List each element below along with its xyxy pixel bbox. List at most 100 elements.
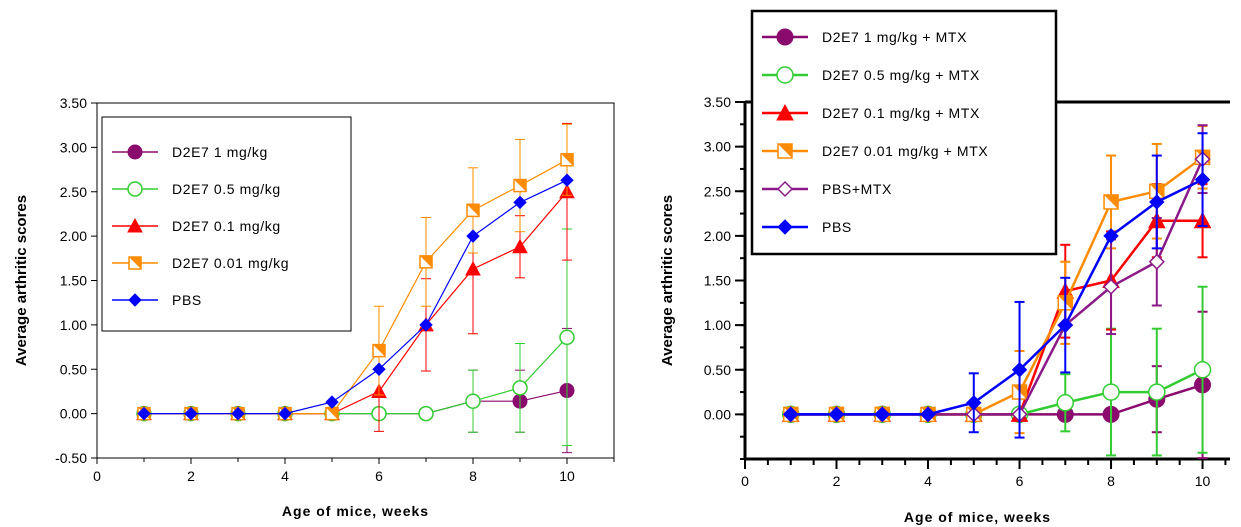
series-line [790, 178, 1204, 416]
data-point [465, 260, 481, 276]
legend-marker [776, 103, 794, 121]
data-point [560, 153, 574, 167]
legend-item: D2E7 0.01 mg/kg + MTX [762, 143, 988, 159]
legend-marker [127, 217, 143, 233]
legend-marker [128, 293, 142, 307]
chart-right: 0.00 0.50 1.00 1.50 2.00 2.50 3.00 3.50 0 2 4 6 8 10 A… [659, 9, 1230, 525]
x-axis-label: Age of mice, weeks [282, 503, 429, 519]
legend-label: PBS [172, 292, 202, 308]
data-point [1148, 253, 1165, 270]
legend-label: D2E7 1 mg/kg [172, 144, 268, 160]
data-point [559, 329, 575, 346]
y-tick-label: 0.50 [60, 361, 87, 377]
data-point [560, 173, 574, 187]
x-tick-label: 0 [93, 468, 101, 484]
y-tick-label: 2.00 [60, 228, 87, 244]
legend-item: PBS+MTX [762, 180, 892, 198]
y-tick-label: 2.50 [704, 183, 731, 199]
data-point [325, 395, 339, 409]
legend-box [750, 9, 1058, 256]
data-point [783, 406, 799, 423]
data-point [1102, 383, 1120, 401]
x-tick-label: 6 [1016, 473, 1024, 489]
x-tick-label: 2 [833, 473, 841, 489]
legend-label: D2E7 0.5 mg/kg [172, 181, 281, 197]
y-tick-label: 1.50 [60, 273, 87, 289]
y-tick-label: 3.50 [60, 95, 87, 111]
data-point [828, 406, 845, 423]
legend-item: PBS [762, 219, 852, 235]
data-point [1148, 383, 1166, 401]
data-point [1103, 194, 1119, 210]
data-point [1056, 394, 1075, 412]
x-tick-label: 0 [741, 473, 749, 489]
data-point [1194, 171, 1211, 188]
legend-marker [777, 219, 793, 235]
y-tick-label: 0.00 [60, 406, 87, 422]
data-point [466, 203, 480, 218]
data-point [1011, 362, 1028, 378]
legend-marker [777, 143, 793, 159]
data-point [1103, 228, 1119, 244]
legend-label: PBS+MTX [822, 181, 892, 197]
x-tick-label: 4 [281, 468, 289, 484]
data-point [874, 406, 890, 423]
legend-item: D2E7 0.5 mg/kg + MTX [762, 66, 980, 84]
x-axis-label: Age of mice, weeks [904, 509, 1051, 525]
legend-item: D2E7 0.1 mg/kg + MTX [762, 103, 980, 121]
legend-marker [776, 180, 794, 198]
series-line [790, 383, 1203, 416]
y-tick-label: 3.00 [60, 139, 87, 155]
legend-label: D2E7 0.1 mg/kg [172, 218, 281, 234]
legend-item: D2E7 0.01 mg/kg [112, 255, 289, 271]
data-point [231, 406, 245, 421]
series-2 [782, 285, 1212, 457]
y-tick-label: 3.00 [704, 139, 731, 155]
data-point [466, 229, 480, 243]
x-tick-label: 4 [924, 473, 932, 489]
data-point [1149, 194, 1165, 210]
legend-label: PBS [822, 219, 852, 235]
data-point [966, 395, 982, 411]
legend-marker [127, 144, 143, 160]
y-tick-label: 2.50 [60, 184, 87, 200]
y-tick-label: -0.50 [55, 450, 87, 466]
y-tick-label: 2.00 [704, 228, 731, 244]
legend-marker [776, 28, 794, 46]
data-point [184, 406, 198, 421]
legend-item: D2E7 0.5 mg/kg [112, 181, 281, 197]
legend-item: PBS [112, 292, 202, 308]
data-point [372, 362, 386, 376]
series-line [790, 368, 1204, 416]
data-point [325, 406, 339, 421]
legend-label: D2E7 0.01 mg/kg [172, 255, 289, 271]
data-point [419, 318, 433, 332]
data-point [920, 406, 936, 423]
y-tick-label: 0.00 [704, 406, 731, 422]
y-tick-label: 0.50 [704, 362, 731, 378]
y-tick-label: 1.00 [704, 317, 731, 333]
data-point [465, 393, 481, 409]
legend-label: D2E7 0.5 mg/kg + MTX [822, 67, 980, 83]
data-point [372, 343, 386, 358]
data-point [512, 238, 528, 254]
y-axis-label: Average arthritic scores [659, 195, 676, 366]
series-line [144, 179, 568, 415]
data-point [1057, 317, 1073, 333]
x-tick-label: 10 [1195, 473, 1211, 489]
legend-label: D2E7 0.01 mg/kg + MTX [822, 143, 988, 159]
legend-marker [127, 181, 143, 197]
legend-item: D2E7 1 mg/kg + MTX [762, 28, 967, 46]
series-5 [137, 173, 574, 421]
legend-label: D2E7 0.1 mg/kg + MTX [822, 105, 980, 121]
legend: D2E7 1 mg/kg + MTX D2E7 0.5 mg/kg + MTX D2… [750, 9, 1058, 256]
y-tick-label: 3.50 [704, 94, 731, 110]
y-tick-label: 1.50 [704, 273, 731, 289]
data-point [419, 255, 433, 269]
legend-item: D2E7 1 mg/kg [112, 144, 268, 160]
data-point [1102, 278, 1120, 295]
data-point [513, 178, 527, 193]
legend-label: D2E7 1 mg/kg + MTX [822, 29, 967, 45]
x-tick-label: 2 [187, 468, 195, 484]
